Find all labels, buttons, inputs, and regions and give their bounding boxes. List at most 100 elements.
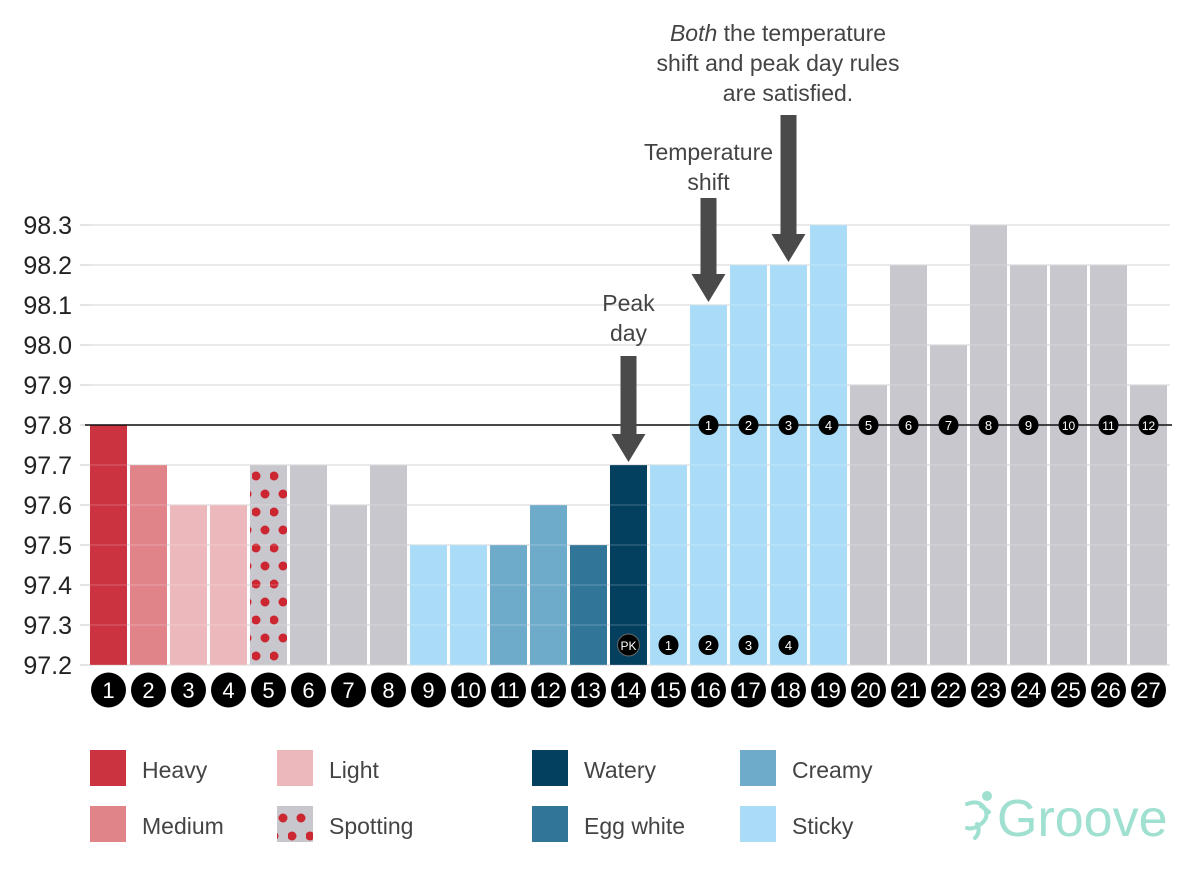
high-temp-count-label: 1 [705, 418, 712, 433]
peak-count-label: 1 [665, 638, 672, 653]
bar [490, 545, 527, 665]
both-rules-annotation: Both the temperature [670, 20, 886, 46]
legend-label: Creamy [792, 757, 873, 783]
y-tick-label: 97.6 [23, 492, 72, 520]
day-label: 13 [576, 678, 600, 703]
y-tick-label: 97.7 [23, 452, 72, 480]
legend-swatch-light [277, 750, 313, 786]
day-label: 7 [342, 678, 354, 703]
high-temp-count [1138, 415, 1159, 435]
bar [530, 505, 567, 665]
bar [930, 345, 967, 665]
day-badge [91, 672, 126, 708]
bar [410, 545, 447, 665]
y-tick-label: 97.8 [23, 412, 72, 440]
bar [1010, 265, 1047, 665]
y-tick-label: 98.2 [23, 252, 72, 280]
day-badge [811, 672, 846, 708]
legend-swatch-spotting [277, 806, 313, 842]
day-label: 23 [976, 678, 1000, 703]
day-badge [971, 672, 1006, 708]
high-temp-count [858, 415, 879, 435]
day-label: 19 [816, 678, 840, 703]
both-rules-annotation: are satisfied. [723, 80, 853, 106]
day-badge [1051, 672, 1086, 708]
high-temp-count-label: 8 [985, 418, 992, 433]
legend-swatch-egg-white [532, 806, 568, 842]
day-label: 26 [1096, 678, 1120, 703]
peak-count-label: 4 [785, 638, 792, 653]
high-temp-count [1018, 415, 1039, 435]
bar [450, 545, 487, 665]
bar [90, 425, 127, 665]
day-badge [891, 672, 926, 708]
day-badge [371, 672, 406, 708]
high-temp-count [818, 415, 839, 435]
day-badge [491, 672, 526, 708]
both-italic: Both [670, 20, 717, 46]
high-temp-count [738, 415, 759, 435]
day-badge [211, 672, 246, 708]
legend-label: Watery [584, 757, 656, 783]
legend-label: Sticky [792, 813, 854, 839]
peak-count-label: 3 [745, 638, 752, 653]
peak-count-label: 2 [705, 638, 712, 653]
day-label: 16 [696, 678, 720, 703]
day-badge [1131, 672, 1166, 708]
logo-figure-icon [982, 791, 992, 801]
day-label: 11 [497, 678, 520, 703]
day-badge [771, 672, 806, 708]
bar [130, 465, 167, 665]
bar [690, 305, 727, 665]
bar [810, 225, 847, 665]
high-temp-count [1058, 415, 1079, 435]
day-badge [851, 672, 886, 708]
bar [1050, 265, 1087, 665]
high-temp-count [898, 415, 919, 435]
day-label: 27 [1136, 678, 1160, 703]
bar [330, 505, 367, 665]
groove-logo: Groove [965, 790, 1168, 848]
bar [290, 465, 327, 665]
day-badge [451, 672, 486, 708]
day-badge [731, 672, 766, 708]
day-label: 1 [102, 678, 114, 703]
legend-swatch-medium [90, 806, 126, 842]
both-rules-arrow [771, 115, 806, 262]
high-temp-count-label: 2 [745, 418, 752, 433]
high-temp-count-label: 9 [1025, 418, 1032, 433]
peak-day-arrow [611, 356, 646, 462]
high-temp-count-label: 5 [865, 418, 872, 433]
day-badge [611, 672, 646, 708]
high-temp-count [698, 415, 719, 435]
bar [250, 465, 287, 665]
high-temp-count-label: 12 [1142, 419, 1156, 433]
day-label: 9 [422, 678, 434, 703]
bar [570, 545, 607, 665]
both-rest: the temperature [717, 20, 886, 46]
peak-count [698, 635, 719, 655]
high-temp-count [778, 415, 799, 435]
day-badge [931, 672, 966, 708]
day-badge [691, 672, 726, 708]
bar [610, 465, 647, 665]
bar [650, 465, 687, 665]
day-label: 15 [656, 678, 680, 703]
y-tick-label: 98.0 [23, 332, 72, 360]
day-badge [531, 672, 566, 708]
legend-label: Spotting [329, 813, 413, 839]
legend-label: Heavy [142, 757, 208, 783]
day-label: 10 [456, 678, 480, 703]
both-rules-annotation: shift and peak day rules [657, 50, 900, 76]
day-label: 6 [302, 678, 314, 703]
y-tick-label: 97.4 [23, 572, 72, 600]
logo-text: Groove [997, 790, 1168, 848]
day-badge [251, 672, 286, 708]
bar [170, 505, 207, 665]
y-tick-label: 98.1 [23, 292, 72, 320]
bar [890, 265, 927, 665]
legend-swatch-creamy [740, 750, 776, 786]
day-label: 20 [856, 678, 880, 703]
y-tick-label: 98.3 [23, 212, 72, 240]
